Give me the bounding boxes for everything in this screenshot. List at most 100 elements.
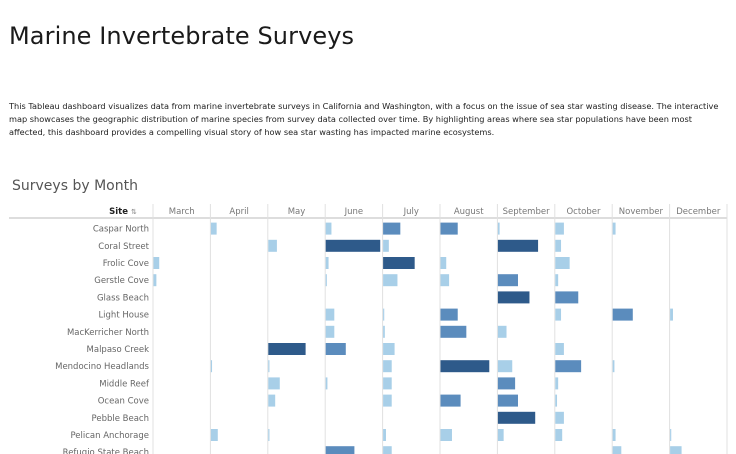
survey-bar[interactable] bbox=[555, 239, 562, 252]
survey-bar[interactable] bbox=[440, 222, 458, 235]
survey-bar[interactable] bbox=[670, 446, 682, 454]
month-header: October bbox=[566, 207, 601, 217]
month-header: August bbox=[454, 207, 484, 217]
sort-icon[interactable]: ⇅ bbox=[131, 208, 137, 216]
survey-bar[interactable] bbox=[268, 394, 276, 407]
survey-bar[interactable] bbox=[612, 222, 616, 235]
site-label: Refugio State Beach bbox=[63, 448, 149, 454]
survey-bar[interactable] bbox=[383, 325, 385, 338]
site-label: Coral Street bbox=[98, 242, 149, 252]
survey-bar[interactable] bbox=[555, 257, 570, 269]
survey-bar[interactable] bbox=[383, 446, 392, 454]
survey-bar[interactable] bbox=[555, 411, 564, 424]
survey-bar[interactable] bbox=[555, 308, 562, 321]
month-header: November bbox=[619, 207, 664, 217]
survey-bar[interactable] bbox=[440, 308, 458, 321]
survey-bar[interactable] bbox=[612, 429, 616, 441]
survey-bar[interactable] bbox=[440, 274, 450, 287]
survey-bar[interactable] bbox=[555, 360, 582, 373]
survey-bar[interactable] bbox=[383, 308, 385, 321]
survey-bar[interactable] bbox=[440, 360, 490, 373]
survey-bar[interactable] bbox=[325, 239, 381, 252]
site-label: Caspar North bbox=[93, 225, 149, 235]
survey-bar[interactable] bbox=[497, 360, 513, 373]
survey-bar[interactable] bbox=[325, 446, 355, 454]
month-header: May bbox=[288, 207, 306, 217]
survey-bar[interactable] bbox=[383, 222, 401, 235]
survey-bar[interactable] bbox=[210, 222, 217, 235]
survey-bar[interactable] bbox=[497, 325, 507, 338]
survey-bar[interactable] bbox=[383, 239, 389, 252]
survey-bar[interactable] bbox=[555, 343, 564, 355]
month-header: March bbox=[169, 207, 195, 217]
survey-bar[interactable] bbox=[325, 308, 335, 321]
survey-bar[interactable] bbox=[555, 291, 579, 304]
survey-bar[interactable] bbox=[555, 222, 564, 235]
survey-bar[interactable] bbox=[440, 429, 452, 441]
survey-bar[interactable] bbox=[670, 308, 673, 321]
chart-title: Surveys by Month bbox=[12, 178, 138, 194]
survey-bar[interactable] bbox=[383, 343, 395, 355]
survey-bar[interactable] bbox=[497, 291, 530, 304]
site-label: Mendocino Headlands bbox=[55, 362, 149, 372]
site-column-header: Site bbox=[109, 207, 128, 217]
survey-bar[interactable] bbox=[555, 377, 559, 390]
survey-bar[interactable] bbox=[268, 377, 280, 390]
survey-bar[interactable] bbox=[210, 429, 218, 441]
survey-bar[interactable] bbox=[555, 274, 559, 287]
survey-bar[interactable] bbox=[210, 360, 213, 373]
month-header: April bbox=[229, 207, 248, 217]
survey-bar[interactable] bbox=[555, 429, 563, 441]
survey-bar[interactable] bbox=[325, 274, 327, 287]
survey-bar[interactable] bbox=[383, 274, 398, 287]
site-label: Frolic Cove bbox=[103, 259, 149, 269]
survey-bar[interactable] bbox=[612, 308, 633, 321]
survey-bar[interactable] bbox=[497, 222, 500, 235]
site-label: Middle Reef bbox=[99, 379, 150, 389]
survey-bar[interactable] bbox=[325, 377, 328, 390]
month-header: July bbox=[403, 207, 419, 217]
site-label: Gerstle Cove bbox=[94, 276, 149, 286]
survey-bar[interactable] bbox=[670, 429, 672, 441]
site-label: Pebble Beach bbox=[92, 414, 149, 424]
survey-bar[interactable] bbox=[268, 360, 270, 373]
survey-bar[interactable] bbox=[383, 394, 392, 407]
survey-bar[interactable] bbox=[268, 239, 277, 252]
survey-bar[interactable] bbox=[325, 343, 346, 355]
month-header: December bbox=[676, 207, 721, 217]
survey-bar[interactable] bbox=[383, 257, 415, 269]
site-label: Malpaso Creek bbox=[87, 345, 150, 355]
survey-bar[interactable] bbox=[440, 394, 461, 407]
survey-bar[interactable] bbox=[153, 274, 157, 287]
survey-bar[interactable] bbox=[440, 257, 447, 269]
survey-bar[interactable] bbox=[612, 446, 622, 454]
chart-svg: Site ⇅ March April May June July August Septembe… bbox=[9, 204, 728, 454]
survey-bar[interactable] bbox=[325, 257, 329, 269]
survey-bar[interactable] bbox=[497, 239, 539, 252]
survey-bar[interactable] bbox=[268, 429, 270, 441]
survey-bar[interactable] bbox=[383, 377, 392, 390]
site-label: Light House bbox=[98, 311, 149, 321]
survey-bar[interactable] bbox=[383, 429, 386, 441]
survey-bar[interactable] bbox=[497, 411, 536, 424]
survey-bar[interactable] bbox=[383, 360, 392, 373]
survey-bar[interactable] bbox=[497, 377, 516, 390]
survey-bar[interactable] bbox=[497, 274, 518, 287]
survey-bar[interactable] bbox=[325, 222, 332, 235]
survey-bar[interactable] bbox=[325, 325, 335, 338]
site-label: Ocean Cove bbox=[98, 397, 149, 407]
survey-bar[interactable] bbox=[555, 394, 558, 407]
survey-bar[interactable] bbox=[612, 360, 615, 373]
surveys-by-month-chart[interactable]: Site ⇅ March April May June July August Septembe… bbox=[0, 200, 736, 454]
survey-bar[interactable] bbox=[497, 429, 504, 441]
site-label: Glass Beach bbox=[97, 293, 149, 303]
site-label: Pelican Anchorage bbox=[70, 431, 149, 441]
dashboard-description: This Tableau dashboard visualizes data f… bbox=[9, 101, 719, 137]
survey-bar[interactable] bbox=[268, 343, 306, 355]
survey-bar[interactable] bbox=[440, 325, 467, 338]
survey-bar[interactable] bbox=[153, 257, 160, 269]
site-label: MacKerricher North bbox=[67, 328, 149, 338]
month-header: June bbox=[344, 207, 364, 217]
survey-bar[interactable] bbox=[497, 394, 518, 407]
page-title: Marine Invertebrate Surveys bbox=[9, 22, 355, 50]
